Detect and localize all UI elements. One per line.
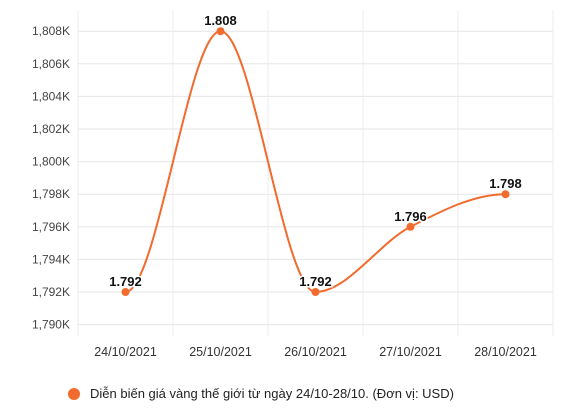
- y-tick-label: 1,802K: [32, 122, 70, 136]
- x-tick-label: 27/10/2021: [379, 345, 442, 359]
- legend-marker: [68, 388, 80, 400]
- x-tick-label: 25/10/2021: [189, 345, 252, 359]
- y-tick-label: 1,804K: [32, 89, 70, 103]
- data-label: 1.792: [109, 274, 142, 289]
- data-label: 1.798: [489, 176, 522, 191]
- y-tick-label: 1,800K: [32, 155, 70, 169]
- grid-lines: [77, 10, 554, 336]
- y-tick-label: 1,794K: [32, 252, 70, 266]
- data-labels: 1.792 1.808 1.792 1.796 1.798: [108, 12, 524, 291]
- data-label: 1.808: [204, 13, 237, 28]
- data-points: [121, 27, 510, 296]
- data-point[interactable]: [311, 287, 320, 296]
- series-line: [125, 30, 506, 293]
- data-label: 1.792: [299, 274, 332, 289]
- legend-label: Diễn biến giá vàng thế giới từ ngày 24/1…: [90, 386, 454, 401]
- x-tick-label: 26/10/2021: [284, 345, 347, 359]
- data-point[interactable]: [501, 190, 510, 199]
- data-point[interactable]: [216, 27, 225, 36]
- data-point[interactable]: [121, 287, 130, 296]
- y-tick-label: 1,792K: [32, 285, 70, 299]
- legend[interactable]: Diễn biến giá vàng thế giới từ ngày 24/1…: [68, 386, 454, 401]
- data-label: 1.796: [394, 209, 427, 224]
- y-tick-label: 1,796K: [32, 220, 70, 234]
- y-axis-tick-labels: 1,790K 1,792K 1,794K 1,796K 1,798K 1,800K 1,80…: [32, 24, 70, 331]
- y-tick-label: 1,790K: [32, 318, 70, 332]
- y-tick-label: 1,798K: [32, 187, 70, 201]
- x-tick-label: 24/10/2021: [94, 345, 157, 359]
- x-tick-label: 28/10/2021: [474, 345, 537, 359]
- y-tick-label: 1,806K: [32, 57, 70, 71]
- x-axis-tick-labels: 24/10/2021 25/10/2021 26/10/2021 27/10/2021…: [94, 345, 537, 359]
- data-point[interactable]: [406, 222, 415, 231]
- series-line-layer: [125, 30, 506, 293]
- y-tick-label: 1,808K: [32, 24, 70, 38]
